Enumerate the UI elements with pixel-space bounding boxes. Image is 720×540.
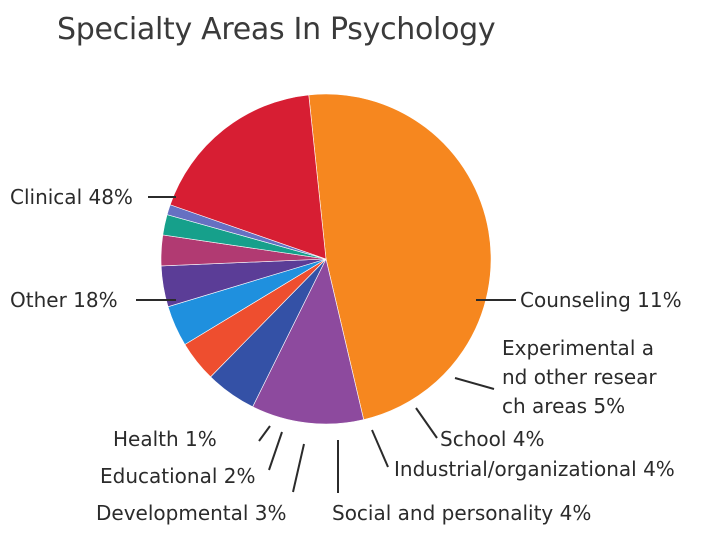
pie-slice [169, 94, 327, 260]
slice-label: Developmental 3% [96, 501, 287, 525]
leader-line [415, 407, 438, 439]
slice-label: Health 1% [113, 427, 217, 451]
slice-label: Social and personality 4% [332, 501, 591, 525]
slice-label: Industrial/organizational 4% [394, 457, 675, 481]
leader-line [292, 443, 305, 493]
slice-label: Counseling 11% [520, 288, 682, 312]
chart-title: Specialty Areas In Psychology [57, 12, 496, 47]
leader-line [454, 377, 495, 390]
slice-label: Experimental a nd other resear ch areas 5% [502, 336, 657, 418]
pie-slice [308, 93, 492, 421]
leader-line [258, 425, 271, 442]
slice-label: Clinical 48% [10, 185, 133, 209]
pie-slice [252, 258, 365, 425]
slice-label: Educational 2% [100, 464, 255, 488]
slice-label: School 4% [440, 427, 544, 451]
leader-line [371, 429, 389, 468]
leader-line [268, 431, 283, 471]
slice-label: Other 18% [10, 288, 118, 312]
